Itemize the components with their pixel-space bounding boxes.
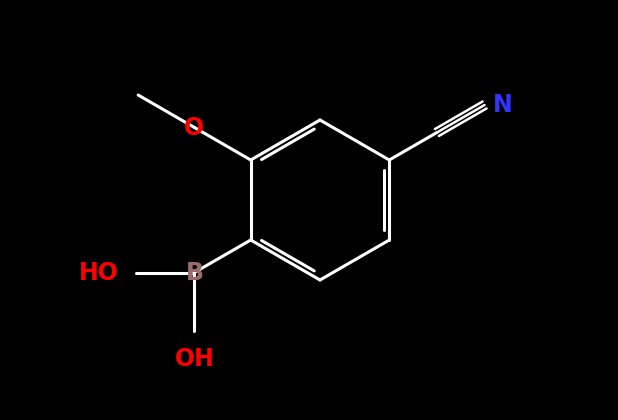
Text: B: B (185, 260, 203, 284)
Text: O: O (184, 116, 205, 139)
Text: OH: OH (174, 346, 214, 370)
Text: HO: HO (78, 260, 119, 284)
Text: N: N (493, 93, 512, 117)
